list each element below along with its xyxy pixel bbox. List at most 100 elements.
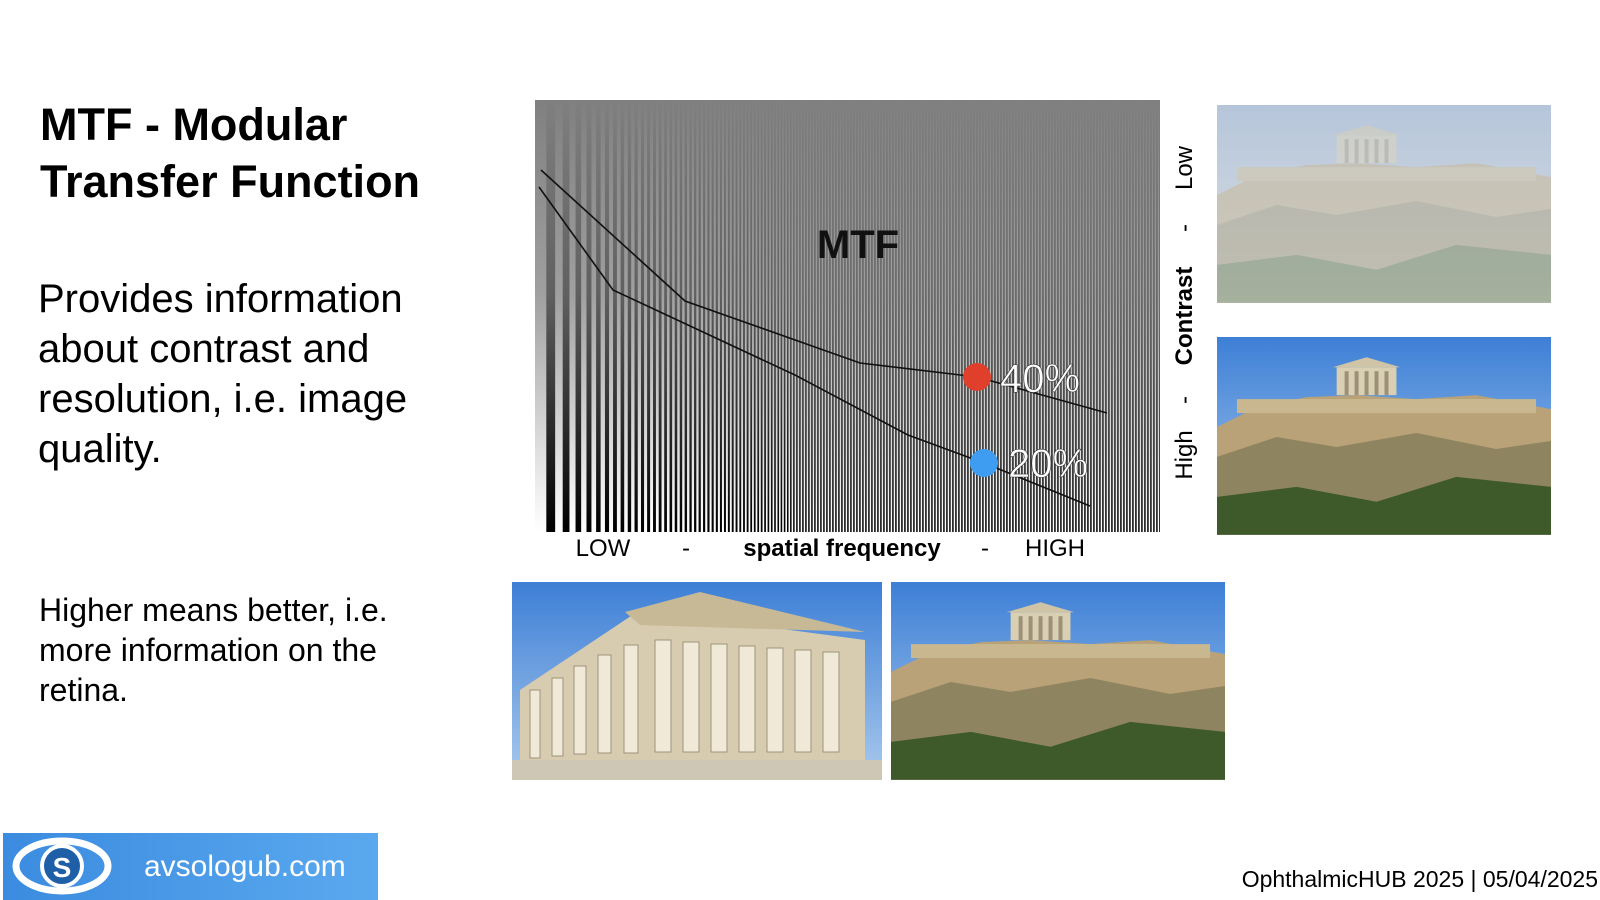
stripe (682, 100, 685, 532)
stripe (705, 100, 708, 532)
stripe (1120, 100, 1122, 532)
stripe (674, 100, 678, 532)
stripe (1003, 100, 1005, 532)
stripe (913, 100, 915, 532)
stripe (931, 100, 933, 532)
stripe (1108, 100, 1110, 532)
stripe (787, 100, 789, 532)
stripe (878, 100, 881, 532)
stripe (1061, 100, 1064, 532)
stripe (777, 100, 780, 532)
stripe (952, 100, 954, 532)
stripe (895, 100, 897, 532)
stripe (1150, 100, 1152, 532)
stripe (1042, 100, 1044, 532)
stripe (1030, 100, 1032, 532)
stripe (1103, 100, 1106, 532)
stripe (620, 100, 625, 532)
stripe (711, 100, 714, 532)
stripe (1033, 100, 1035, 532)
stripe (661, 100, 665, 532)
stripe (653, 100, 656, 532)
stripe (739, 100, 742, 532)
stripe (799, 100, 801, 532)
stripe (904, 100, 906, 532)
stripe (1121, 100, 1124, 532)
stripe (1091, 100, 1094, 532)
stripe (986, 100, 989, 532)
stripe (765, 100, 768, 532)
stripe (1084, 100, 1086, 532)
stripe (788, 100, 791, 532)
stripe (919, 100, 921, 532)
stripe (976, 100, 978, 532)
stripe (818, 100, 821, 532)
stripe (1151, 100, 1154, 532)
stripe (562, 100, 570, 532)
stripe (1015, 100, 1017, 532)
stripe (973, 100, 975, 532)
stripe (817, 100, 819, 532)
stripe (941, 100, 944, 532)
stripe (759, 100, 761, 532)
grating (535, 100, 1160, 532)
stripe (856, 100, 858, 532)
stripe (802, 100, 804, 532)
stripe (1124, 100, 1127, 532)
stripe (1118, 100, 1121, 532)
stripe (932, 100, 935, 532)
stripe (1079, 100, 1082, 532)
stripe (1106, 100, 1109, 532)
stripe (823, 100, 825, 532)
x-axis-label: - (981, 535, 989, 562)
stripe (1067, 100, 1070, 532)
stripe (1076, 100, 1079, 532)
stripe (684, 100, 688, 532)
stripe (928, 100, 930, 532)
stripe (1006, 100, 1008, 532)
stripe (1046, 100, 1049, 532)
stripe (1115, 100, 1118, 532)
stripe (839, 100, 842, 532)
stripe (955, 100, 957, 532)
stripe (753, 100, 756, 532)
stripe (1018, 100, 1020, 532)
mtf-curve-lower (538, 186, 1091, 507)
slide-title: MTF - Modular Transfer Function (40, 99, 421, 207)
svg-text:S: S (53, 852, 72, 883)
stripe (908, 100, 911, 532)
stripe (865, 100, 867, 532)
stripe (627, 100, 632, 532)
stripe (883, 100, 885, 532)
stripe (535, 100, 547, 532)
stripe (898, 100, 900, 532)
stripe (1097, 100, 1100, 532)
stripe (1078, 100, 1080, 532)
stripe (857, 100, 860, 532)
stripe (844, 100, 846, 532)
stripe (835, 100, 837, 532)
stripe (1136, 100, 1139, 532)
stripe (715, 100, 718, 532)
stripe (721, 100, 724, 532)
stripe (647, 100, 651, 532)
stripe (689, 100, 692, 532)
stripe (1027, 100, 1029, 532)
stripe (860, 100, 863, 532)
stripe (937, 100, 939, 532)
stripe (979, 100, 981, 532)
stripe (994, 100, 996, 532)
stripe (992, 100, 995, 532)
stripe (1039, 100, 1041, 532)
stripe (1112, 100, 1115, 532)
stripe (805, 100, 807, 532)
stripe (995, 100, 998, 532)
stripe (1087, 100, 1089, 532)
stripe (1082, 100, 1085, 532)
stripe (581, 100, 587, 532)
stripe (658, 100, 662, 532)
stripe (1064, 100, 1067, 532)
stripe (845, 100, 848, 532)
stripe (1054, 100, 1056, 532)
stripe (980, 100, 983, 532)
